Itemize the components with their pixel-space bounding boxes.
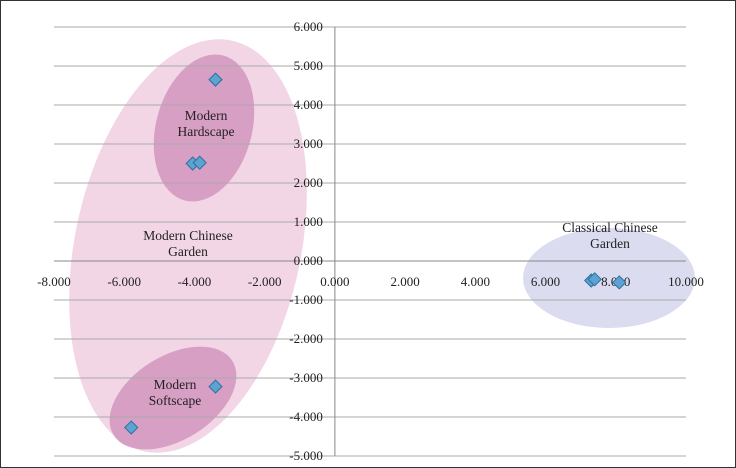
x-tick-label: -8.000	[37, 274, 71, 289]
x-tick-label: 2.000	[390, 274, 419, 289]
y-tick-label: -2.000	[289, 331, 323, 346]
y-tick-label: 2.000	[294, 175, 323, 190]
y-tick-label: -3.000	[289, 370, 323, 385]
y-tick-labels: 6.000 5.000 4.000 3.000 2.000 1.000 0.000 -1.00…	[289, 19, 323, 463]
data-point	[192, 155, 207, 170]
x-tick-label: -6.000	[107, 274, 141, 289]
y-tick-label: -1.000	[289, 292, 323, 307]
x-tick-label: 0.000	[320, 274, 349, 289]
y-tick-label: 5.000	[294, 58, 323, 73]
y-tick-label: 0.000	[294, 253, 323, 268]
x-tick-label: 6.000	[531, 274, 560, 289]
cluster-label: Modern Softscape	[149, 377, 201, 408]
x-tick-labels: -8.000 -6.000 -4.000 -2.000 0.000 2.000 4.000 6…	[37, 274, 704, 289]
y-tick-label: 6.000	[294, 19, 323, 34]
x-tick-label: 10.000	[668, 274, 704, 289]
cluster-ellipses	[69, 39, 695, 453]
axes	[54, 27, 686, 456]
data-point	[587, 272, 602, 287]
data-point	[208, 72, 223, 87]
data-point	[612, 275, 627, 290]
cluster-label: Modern Hardscape	[178, 108, 235, 139]
y-tick-label: 3.000	[294, 136, 323, 151]
x-tick-label: 4.000	[461, 274, 490, 289]
cluster-label: Classical Chinese Garden	[562, 220, 658, 251]
x-tick-label: -4.000	[178, 274, 212, 289]
x-tick-label: -2.000	[248, 274, 282, 289]
modern-hardscape-ellipse	[153, 54, 255, 202]
data-point	[124, 420, 139, 435]
y-tick-label: 4.000	[294, 97, 323, 112]
y-tick-label: -4.000	[289, 409, 323, 424]
cluster-labels: Modern Hardscape Modern Chinese Garden Moder…	[143, 108, 658, 408]
modern-softscape-ellipse	[109, 346, 237, 450]
data-points	[124, 72, 627, 435]
data-point	[208, 379, 223, 394]
cluster-label: Modern Chinese Garden	[143, 228, 233, 259]
classical-chinese-garden-ellipse	[523, 228, 695, 328]
y-tick-label: -5.000	[289, 448, 323, 463]
y-tick-label: 1.000	[294, 214, 323, 229]
